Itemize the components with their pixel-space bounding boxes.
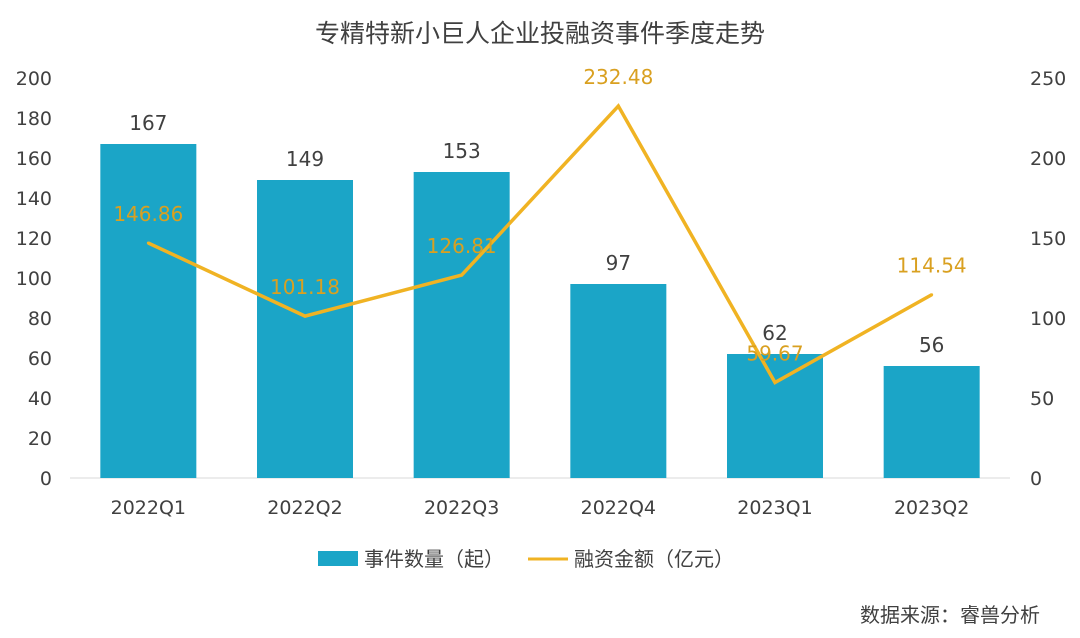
category-label: 2023Q1	[737, 497, 812, 519]
category-label: 2022Q4	[581, 497, 656, 519]
bar-data-label: 56	[919, 333, 944, 357]
right-axis: 0 50 100 150 200 250	[1030, 68, 1066, 490]
bar	[257, 180, 353, 478]
legend: 事件数量（起） 融资金额（亿元）	[318, 547, 734, 571]
category-label: 2023Q2	[894, 497, 969, 519]
line-data-label: 232.48	[583, 65, 653, 89]
bar-series: 167 149 153 97 62 56	[100, 111, 980, 478]
right-tick-label: 50	[1030, 388, 1054, 410]
chart-title: 专精特新小巨人企业投融资事件季度走势	[315, 19, 765, 48]
bar	[100, 144, 197, 478]
line-data-label: 146.86	[113, 202, 183, 226]
bar	[883, 366, 980, 478]
bar	[727, 354, 823, 478]
x-axis: 2022Q1 2022Q2 2022Q3 2022Q4 2023Q1 2023Q2	[111, 497, 970, 519]
category-label: 2022Q2	[267, 497, 342, 519]
left-tick-label: 0	[40, 468, 52, 490]
bar-data-label: 62	[762, 321, 787, 345]
line-data-label: 114.54	[897, 254, 967, 278]
right-tick-label: 250	[1030, 68, 1066, 90]
left-tick-label: 80	[28, 308, 52, 330]
line-data-label: 126.81	[427, 234, 497, 258]
right-tick-label: 200	[1030, 148, 1066, 170]
line-data-label: 101.18	[270, 275, 340, 299]
legend-swatch-bar	[318, 551, 358, 566]
bar-data-label: 149	[286, 147, 324, 171]
bar-data-label: 153	[443, 139, 481, 163]
legend-label-bar: 事件数量（起）	[364, 547, 504, 571]
category-label: 2022Q3	[424, 497, 499, 519]
left-tick-label: 200	[16, 68, 52, 90]
bar	[413, 172, 510, 478]
left-tick-label: 20	[28, 428, 52, 450]
left-tick-label: 160	[16, 148, 52, 170]
right-tick-label: 0	[1030, 468, 1042, 490]
left-tick-label: 60	[28, 348, 52, 370]
bar	[570, 284, 667, 478]
left-tick-label: 140	[16, 188, 52, 210]
line-point	[303, 314, 307, 318]
bar-data-label: 167	[129, 111, 167, 135]
bar-data-label: 97	[606, 251, 631, 275]
source-note: 数据来源：睿兽分析	[860, 603, 1040, 627]
line-point	[146, 241, 150, 245]
line-point	[773, 381, 777, 385]
left-tick-label: 40	[28, 388, 52, 410]
line-data-label: 59.67	[746, 342, 803, 366]
line-point	[930, 293, 934, 297]
left-tick-label: 180	[16, 108, 52, 130]
left-tick-label: 120	[16, 228, 52, 250]
right-tick-label: 100	[1030, 308, 1066, 330]
line-point	[616, 104, 620, 108]
left-axis: 0 20 40 60 80 100 120 140 160 180 200	[16, 68, 52, 490]
amount-line	[147, 103, 933, 385]
legend-label-line: 融资金额（亿元）	[574, 547, 734, 571]
right-tick-label: 150	[1030, 228, 1066, 250]
category-label: 2022Q1	[111, 497, 186, 519]
left-tick-label: 100	[16, 268, 52, 290]
line-point	[460, 273, 464, 277]
line-series: 146.86 101.18 126.81 232.48 59.67 114.54	[113, 65, 967, 385]
